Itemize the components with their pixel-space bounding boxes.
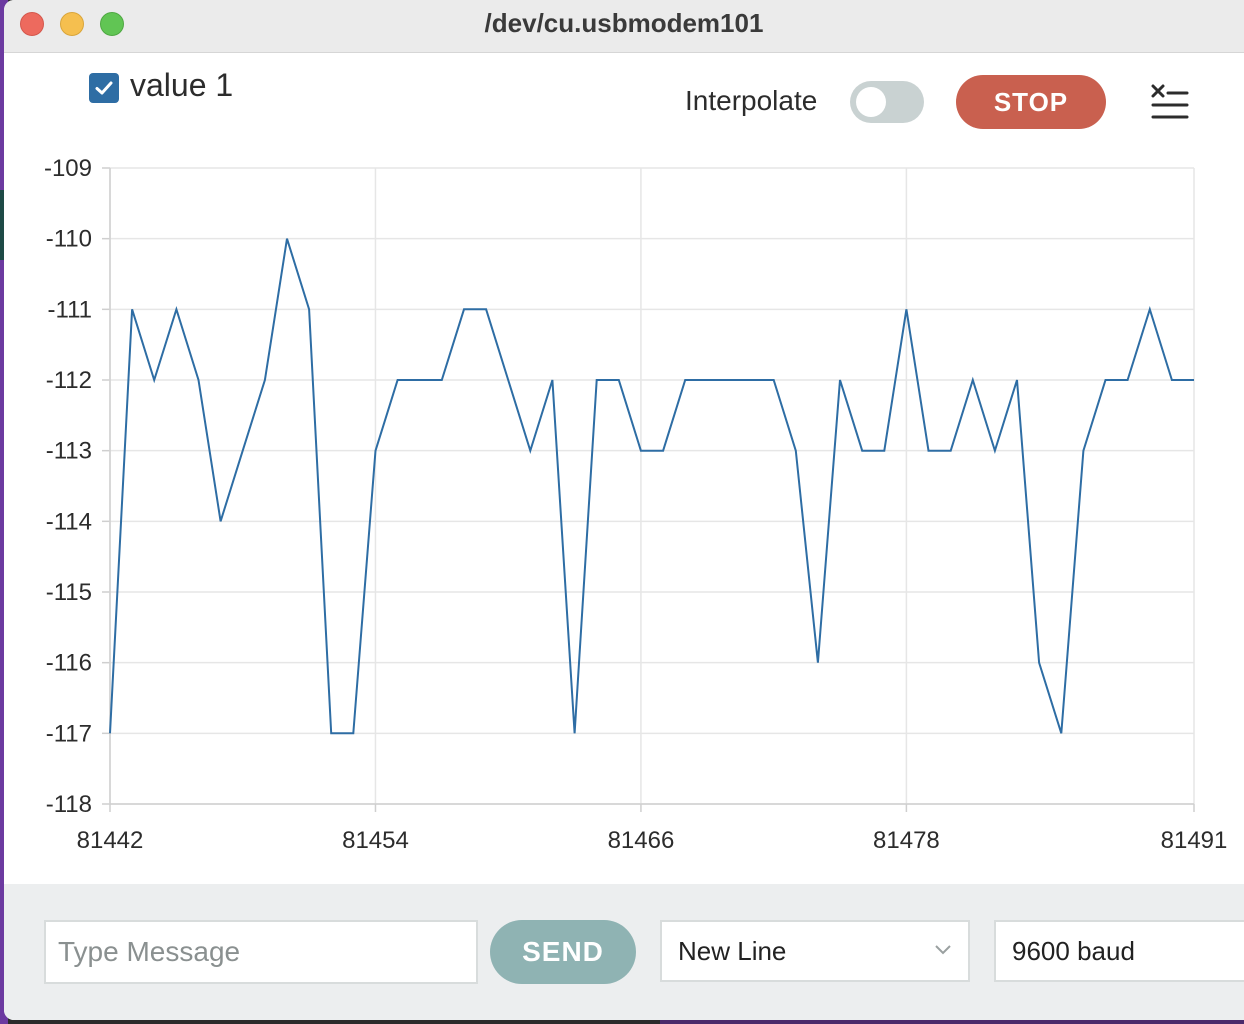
checkmark-icon bbox=[95, 81, 113, 95]
send-button[interactable]: SEND bbox=[490, 920, 636, 984]
close-window-button[interactable] bbox=[20, 12, 44, 36]
window-title: /dev/cu.usbmodem101 bbox=[484, 8, 764, 38]
series-label: value 1 bbox=[130, 67, 234, 103]
y-tick-label: -115 bbox=[46, 579, 92, 606]
y-tick-label: -109 bbox=[44, 155, 92, 182]
y-axis-ticks: -109 -110 -111 -112 -113 -114 -115 -116 -117 -118 bbox=[44, 155, 92, 818]
interpolate-toggle[interactable] bbox=[850, 81, 924, 123]
message-input[interactable] bbox=[44, 920, 478, 984]
series-line-value-1 bbox=[109, 238, 1194, 735]
x-tick-label: 81454 bbox=[342, 827, 409, 854]
y-tick-label: -111 bbox=[48, 296, 92, 323]
y-tick-label: -113 bbox=[46, 438, 92, 465]
line-ending-select[interactable]: New Line bbox=[660, 920, 970, 982]
serial-plotter-window: /dev/cu.usbmodem101 value 1 Interpolate … bbox=[4, 0, 1244, 1020]
y-tick-label: -110 bbox=[46, 226, 92, 253]
chart-series bbox=[109, 238, 1194, 735]
serial-input-bar: SEND New Line 9600 baud bbox=[4, 884, 1244, 1020]
x-axis-ticks: 81442 81454 81466 81478 81491 bbox=[77, 827, 1228, 854]
y-tick-label: -117 bbox=[46, 720, 92, 747]
baud-rate-value: 9600 baud bbox=[1012, 936, 1135, 966]
plotter-toolbar: value 1 Interpolate STOP bbox=[4, 53, 1244, 143]
maximize-window-button[interactable] bbox=[100, 12, 124, 36]
y-tick-label: -116 bbox=[46, 650, 92, 677]
x-tick-label: 81478 bbox=[873, 827, 940, 854]
series-checkbox[interactable] bbox=[89, 73, 119, 103]
interpolate-label: Interpolate bbox=[685, 85, 818, 116]
minimize-window-button[interactable] bbox=[60, 12, 84, 36]
y-tick-label: -114 bbox=[46, 508, 92, 535]
x-tick-label: 81442 bbox=[77, 827, 144, 854]
baud-rate-select[interactable]: 9600 baud bbox=[994, 920, 1244, 982]
title-bar[interactable]: /dev/cu.usbmodem101 bbox=[4, 0, 1244, 53]
clear-output-icon[interactable] bbox=[1150, 83, 1190, 121]
toggle-knob bbox=[856, 87, 886, 117]
y-tick-label: -112 bbox=[46, 367, 92, 394]
chart-grid bbox=[102, 167, 1195, 812]
stop-button[interactable]: STOP bbox=[956, 75, 1106, 129]
chevron-down-icon bbox=[935, 945, 951, 955]
line-chart: -109 -110 -111 -112 -113 -114 -115 -116 -117 -118… bbox=[44, 155, 1228, 854]
line-ending-value: New Line bbox=[678, 936, 787, 966]
y-tick-label: -118 bbox=[46, 791, 92, 818]
x-tick-label: 81491 bbox=[1161, 827, 1228, 854]
x-tick-label: 81466 bbox=[608, 827, 675, 854]
